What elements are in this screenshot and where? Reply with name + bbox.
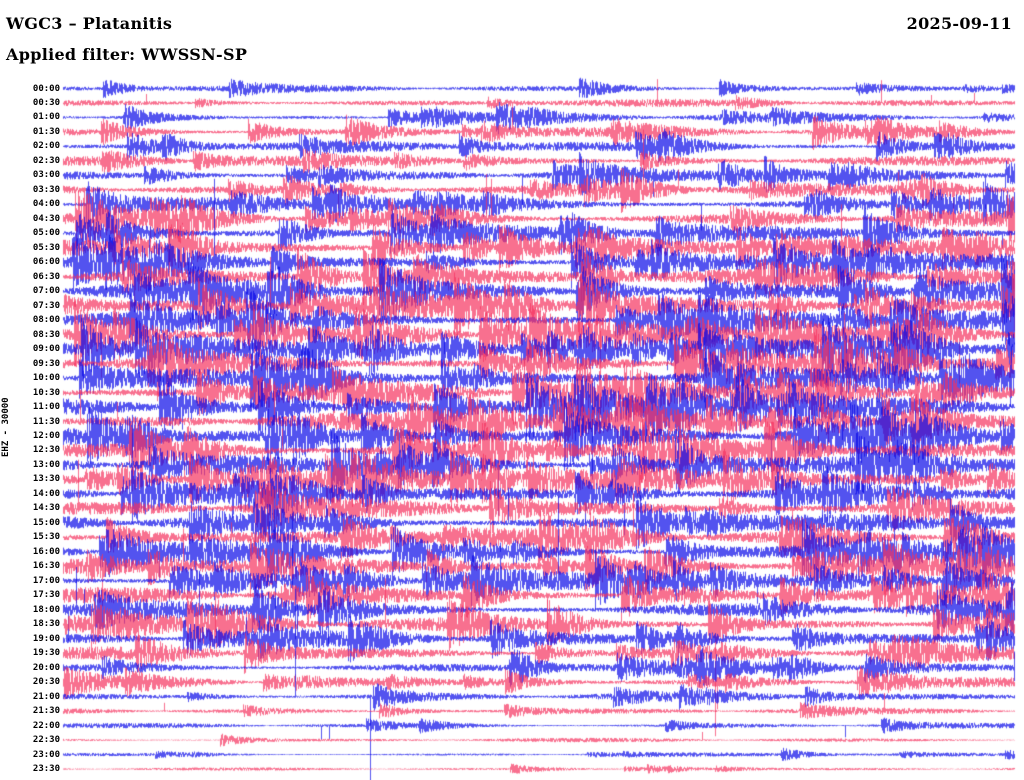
- time-label: 09:00: [32, 344, 60, 355]
- time-label: 01:30: [32, 126, 60, 137]
- time-label: 16:00: [32, 546, 60, 557]
- time-label: 13:30: [32, 474, 60, 485]
- record-date: 2025-09-11: [906, 14, 1012, 33]
- time-label: 23:30: [32, 764, 60, 775]
- time-label: 06:30: [32, 271, 60, 282]
- time-label: 00:30: [32, 97, 60, 108]
- time-label: 13:00: [32, 459, 60, 470]
- time-label: 17:30: [32, 590, 60, 601]
- time-label: 12:00: [32, 431, 60, 442]
- time-label: 03:30: [32, 184, 60, 195]
- time-label: 10:30: [32, 387, 60, 398]
- time-label: 18:00: [32, 604, 60, 615]
- channel-scale-label: EHZ - 30000: [1, 397, 11, 457]
- time-label: 03:00: [32, 170, 60, 181]
- time-label: 15:00: [32, 517, 60, 528]
- time-label: 02:30: [32, 155, 60, 166]
- time-label: 10:00: [32, 373, 60, 384]
- time-label: 14:30: [32, 503, 60, 514]
- time-label: 23:00: [32, 749, 60, 760]
- time-label: 05:00: [32, 228, 60, 239]
- time-label: 07:00: [32, 286, 60, 297]
- time-label: 19:00: [32, 633, 60, 644]
- time-label: 06:00: [32, 257, 60, 268]
- time-label: 21:30: [32, 706, 60, 717]
- time-label: 14:00: [32, 488, 60, 499]
- time-label: 11:30: [32, 416, 60, 427]
- time-label: 05:30: [32, 242, 60, 253]
- time-label: 12:30: [32, 445, 60, 456]
- time-label: 16:30: [32, 561, 60, 572]
- time-label: 19:30: [32, 648, 60, 659]
- station-title: WGC3 – Platanitis: [6, 14, 173, 33]
- time-label: 20:30: [32, 677, 60, 688]
- time-label: 21:00: [32, 691, 60, 702]
- time-label: 04:30: [32, 213, 60, 224]
- time-label: 17:00: [32, 575, 60, 586]
- time-label: 02:00: [32, 141, 60, 152]
- time-label: 08:00: [32, 315, 60, 326]
- time-label: 09:30: [32, 358, 60, 369]
- time-label: 07:30: [32, 300, 60, 311]
- time-label: 22:00: [32, 720, 60, 731]
- time-label: 15:30: [32, 532, 60, 543]
- time-label: 00:00: [32, 83, 60, 94]
- time-label: 04:00: [32, 199, 60, 210]
- time-label: 22:30: [32, 735, 60, 746]
- time-label: 11:00: [32, 402, 60, 413]
- time-label: 01:00: [32, 112, 60, 123]
- filter-label: Applied filter: WWSSN-SP: [6, 45, 248, 64]
- time-label: 18:30: [32, 619, 60, 630]
- time-label: 20:00: [32, 662, 60, 673]
- time-label: 08:30: [32, 329, 60, 340]
